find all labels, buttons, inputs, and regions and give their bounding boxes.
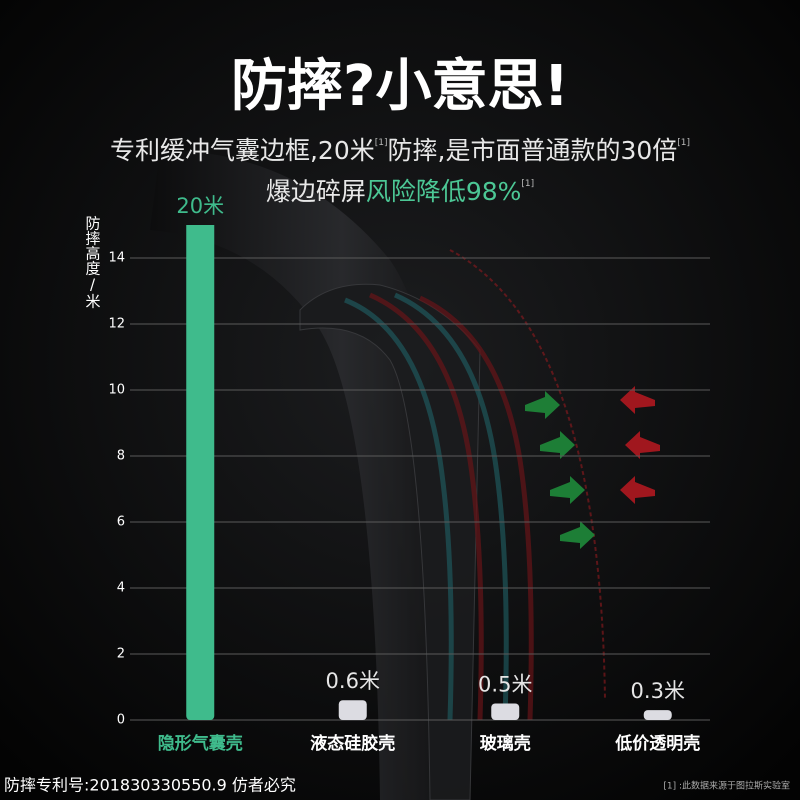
value-label: 0.5米 <box>478 673 532 697</box>
footnote: [1] :此数据来源于图拉斯实验室 <box>663 780 790 792</box>
y-axis-label: 防摔高度/米 <box>84 216 102 309</box>
subtitle-segment: [1] <box>521 179 534 189</box>
phone-illustration <box>150 150 660 800</box>
y-tick-label: 2 <box>117 647 125 662</box>
y-tick-label: 12 <box>108 317 125 332</box>
x-tick-label: 玻璃壳 <box>480 733 531 754</box>
x-tick-label: 液态硅胶壳 <box>310 733 395 754</box>
bar <box>186 225 215 720</box>
plot-area <box>186 225 672 720</box>
subtitle-segment: 专利缓冲气囊边框,20米 <box>110 136 375 165</box>
y-tick-label: 10 <box>108 383 125 398</box>
value-label: 0.6米 <box>326 669 380 693</box>
subtitle-segment: [1] <box>375 138 388 148</box>
bar <box>338 700 367 720</box>
y-tick-label: 8 <box>117 449 125 464</box>
subtitle-segment: 风险降低98% <box>366 177 522 206</box>
subtitle: 专利缓冲气囊边框,20米[1]防摔,是市面普通款的30倍[1] <box>110 136 690 165</box>
value-label: 0.3米 <box>631 679 685 703</box>
x-tick-label: 低价透明壳 <box>614 733 700 754</box>
x-tick-label: 隐形气囊壳 <box>158 733 243 754</box>
value-label: 20米 <box>176 194 224 218</box>
footer: 防摔专利号:201830330550.9 仿者必究 <box>4 776 296 795</box>
bar <box>491 703 520 720</box>
y-tick-label: 14 <box>108 251 125 266</box>
bar <box>643 710 672 720</box>
y-tick-label: 6 <box>117 515 125 530</box>
subtitle: 爆边碎屏风险降低98%[1] <box>266 177 534 206</box>
subtitle-segment: 防摔,是市面普通款的30倍 <box>388 136 678 165</box>
subtitle-segment: [1] <box>677 138 690 148</box>
title: 防摔?小意思! <box>231 54 569 119</box>
subtitle-segment: 爆边碎屏 <box>266 177 366 206</box>
y-tick-label: 4 <box>117 581 125 596</box>
y-tick-label: 0 <box>117 713 125 728</box>
